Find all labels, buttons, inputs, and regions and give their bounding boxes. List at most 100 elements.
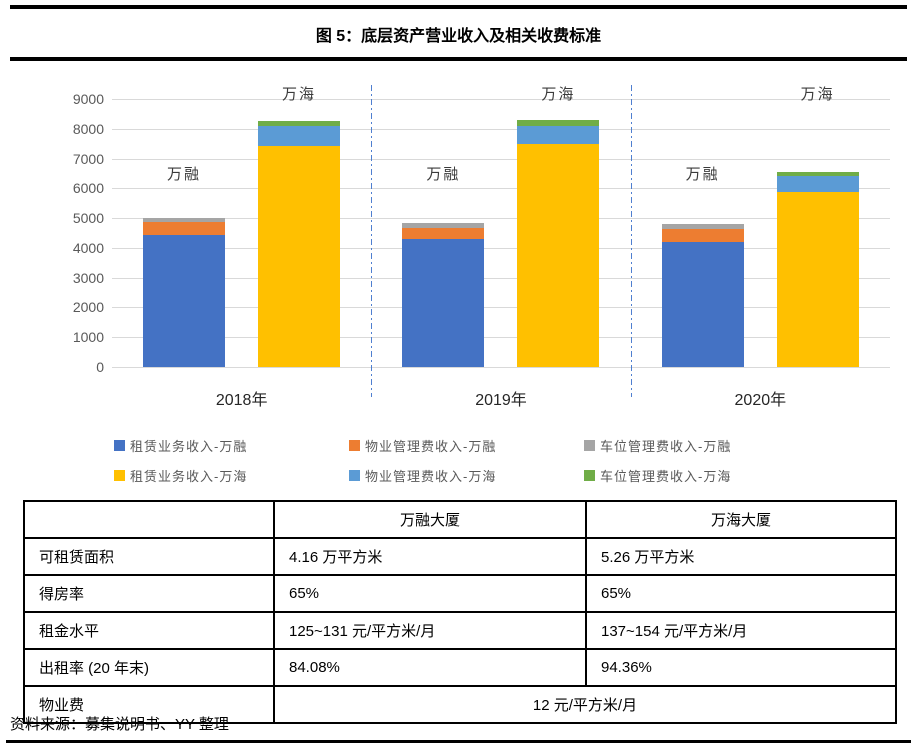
- stacked-bar: [402, 222, 485, 367]
- bar-segment: [258, 126, 340, 146]
- table-cell: 137~154 元/平方米/月: [585, 611, 897, 650]
- table-cell: 12 元/平方米/月: [273, 685, 897, 724]
- table-cell: 出租率 (20 年末): [23, 648, 275, 687]
- table-header-cell: 万融大厦: [273, 500, 587, 539]
- legend-swatch: [114, 469, 125, 481]
- legend-swatch: [114, 439, 125, 451]
- legend-item: 车位管理费收入-万海: [584, 466, 819, 485]
- y-tick-label: 0: [96, 359, 104, 375]
- bar-segment: [143, 235, 225, 367]
- legend-swatch: [349, 439, 360, 451]
- gridline: [112, 247, 890, 249]
- table-cell: 65%: [585, 574, 897, 613]
- stacked-bar: [517, 119, 600, 367]
- gridline: [112, 337, 890, 339]
- group-separator-line: [371, 85, 373, 397]
- info-table-body: 万融大厦 万海大厦 可租赁面积 4.16 万平方米 5.26 万平方米 得房率 65% 65%…: [23, 500, 897, 724]
- table-row: 可租赁面积 4.16 万平方米 5.26 万平方米: [23, 537, 897, 576]
- bar-segment: [776, 175, 859, 193]
- y-tick-label: 4000: [72, 239, 104, 256]
- y-tick-label: 5000: [72, 210, 104, 227]
- legend-label: 车位管理费收入-万海: [600, 468, 732, 484]
- y-tick-label: 6000: [72, 180, 104, 197]
- legend-label: 租赁业务收入-万海: [130, 468, 248, 484]
- gridline: [112, 128, 890, 130]
- table-cell: 得房率: [23, 574, 275, 613]
- gridline: [112, 218, 890, 220]
- legend-item: 租赁业务收入-万融: [114, 436, 349, 455]
- table-cell: 125~131 元/平方米/月: [273, 611, 587, 650]
- legend-item: 物业管理费收入-万融: [349, 436, 584, 455]
- table-header-cell: 万海大厦: [585, 500, 897, 539]
- table-row: 出租率 (20 年末) 84.08% 94.36%: [23, 648, 897, 687]
- bar-segment: [402, 227, 485, 240]
- y-tick-label: 2000: [72, 299, 104, 316]
- top-rule: [10, 5, 907, 9]
- x-category-label: 2020年: [734, 392, 787, 409]
- bar-group-title: 万融: [685, 165, 720, 183]
- bar-group-title: 万海: [281, 86, 316, 103]
- bar-segment: [402, 222, 485, 228]
- table-cell: 租金水平: [23, 611, 275, 650]
- table-row: 租金水平 125~131 元/平方米/月 137~154 元/平方米/月: [23, 611, 897, 650]
- table-cell: 65%: [273, 574, 587, 613]
- gridline: [112, 158, 890, 160]
- gridline: [112, 277, 890, 279]
- x-category-label: 2019年: [475, 392, 527, 409]
- table-row: 物业费 12 元/平方米/月: [23, 685, 897, 724]
- y-tick-label: 9000: [72, 91, 104, 107]
- bar-segment: [143, 221, 225, 236]
- legend-label: 租赁业务收入-万融: [130, 438, 248, 454]
- legend-label: 车位管理费收入-万融: [600, 438, 732, 454]
- gridline: [112, 99, 890, 100]
- legend-swatch: [584, 439, 595, 451]
- legend-item: 物业管理费收入-万海: [349, 466, 584, 485]
- bottom-rule: [6, 740, 911, 743]
- gridline: [112, 367, 890, 368]
- table-cell: 4.16 万平方米: [273, 537, 587, 576]
- info-table: 万融大厦 万海大厦 可租赁面积 4.16 万平方米 5.26 万平方米 得房率 65% 65%…: [23, 500, 897, 724]
- chart-legend: 租赁业务收入-万融 物业管理费收入-万融 车位管理费收入-万融租赁业务收入-万海 物业…: [114, 430, 819, 490]
- table-cell: 可租赁面积: [23, 537, 275, 576]
- x-category-label: 2018年: [215, 392, 268, 409]
- bar-group-title: 万融: [426, 165, 461, 183]
- bar-segment: [517, 144, 600, 367]
- y-tick-label: 3000: [72, 269, 104, 286]
- source-note: 资料来源：募集说明书、YY 整理: [10, 716, 229, 733]
- bar-segment: [661, 229, 744, 242]
- gridline: [112, 188, 890, 190]
- y-tick-label: 8000: [72, 120, 104, 137]
- bar-group-title: 万融: [166, 165, 201, 183]
- bar-segment: [258, 145, 340, 367]
- stacked-bar: [143, 218, 225, 367]
- legend-label: 物业管理费收入-万融: [365, 438, 497, 454]
- bar-group-title: 万海: [541, 86, 576, 103]
- stacked-bar: [258, 120, 340, 367]
- legend-item: 车位管理费收入-万融: [584, 436, 819, 455]
- bar-segment: [517, 126, 600, 145]
- bar-segment: [776, 171, 859, 176]
- bar-segment: [258, 120, 340, 127]
- y-tick-label: 1000: [72, 329, 104, 346]
- stacked-bar: [776, 171, 859, 367]
- figure-title: 图 5：底层资产营业收入及相关收费标准: [315, 28, 602, 45]
- table-cell: 5.26 万平方米: [585, 537, 897, 576]
- bar-segment: [776, 192, 859, 367]
- legend-swatch: [584, 469, 595, 481]
- table-cell: 物业费: [23, 685, 275, 724]
- plot-area: 4, 431万融7, 436万海2018年4, 284万融7, 473万海201…: [112, 85, 890, 409]
- table-header-cell: [23, 500, 275, 539]
- gridline: [112, 307, 890, 309]
- table-cell: 84.08%: [273, 648, 587, 687]
- table-header-row: 万融大厦 万海大厦: [23, 500, 897, 539]
- bar-segment: [402, 239, 485, 367]
- bar-segment: [661, 223, 744, 230]
- y-tick-label: 7000: [72, 150, 104, 167]
- legend-swatch: [349, 469, 360, 481]
- table-row: 得房率 65% 65%: [23, 574, 897, 613]
- bar-segment: [661, 242, 744, 367]
- group-separator-line: [630, 85, 632, 397]
- legend-item: 租赁业务收入-万海: [114, 466, 349, 485]
- bar-group-title: 万海: [800, 86, 835, 103]
- table-cell: 94.36%: [585, 648, 897, 687]
